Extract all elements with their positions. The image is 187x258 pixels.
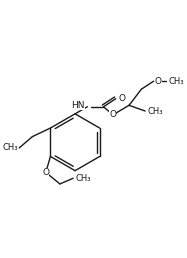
Text: HN: HN (71, 101, 85, 110)
Text: CH₃: CH₃ (2, 143, 18, 152)
Text: O: O (42, 168, 49, 177)
Text: O: O (109, 110, 117, 119)
Text: O: O (118, 94, 125, 103)
Text: CH₃: CH₃ (76, 174, 91, 183)
Text: O: O (155, 77, 162, 86)
Text: CH₃: CH₃ (168, 77, 184, 86)
Text: CH₃: CH₃ (148, 107, 163, 116)
